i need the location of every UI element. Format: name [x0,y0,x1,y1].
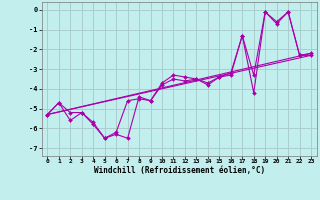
X-axis label: Windchill (Refroidissement éolien,°C): Windchill (Refroidissement éolien,°C) [94,166,265,175]
